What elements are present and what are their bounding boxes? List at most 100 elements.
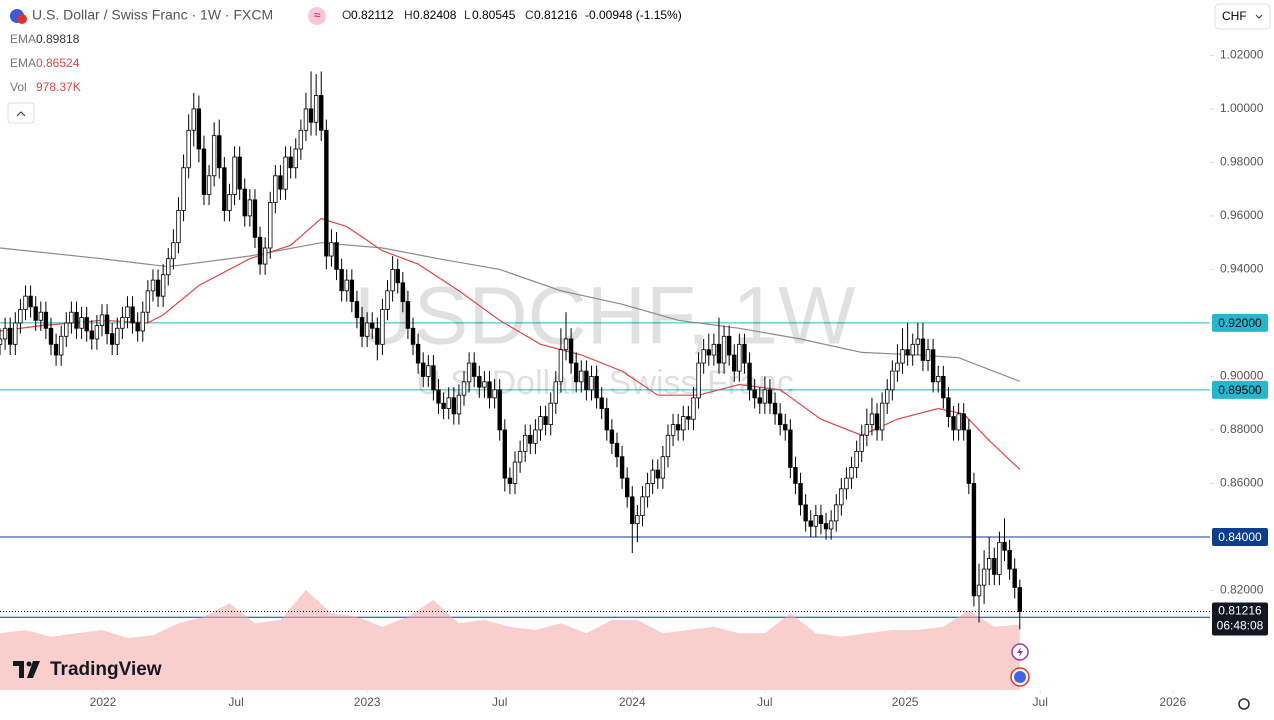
ohlc-key: O [342,8,351,22]
x-tick-label: 2023 [354,695,381,709]
countdown: 06:48:08 [1217,619,1264,633]
level-label-box [1212,380,1268,399]
candle-body [951,416,956,431]
candle-body [543,416,548,425]
collapse-button[interactable] [7,102,35,124]
level-label-box [1212,527,1268,546]
candle-body [777,413,783,425]
candle-body [89,330,94,340]
candle-body [222,167,227,211]
candle-body [742,343,747,364]
candle-body [176,210,181,244]
candle-body [1012,568,1017,588]
candle-body [1002,541,1007,551]
candle-body [288,156,293,169]
candle-body [431,365,436,391]
logo-icon [13,661,40,678]
candle-body [568,338,574,364]
candle-body [109,333,115,345]
candle-body [701,349,706,364]
candle-body [0,338,3,345]
y-tick-label: 0.94000 [1220,262,1264,276]
candle-body [472,362,477,377]
candle-body [359,317,365,337]
y-tick-label: 0.86000 [1220,476,1264,490]
candle-body [252,199,258,238]
candle-body [334,242,339,270]
candle-body [635,515,640,524]
candle-body [512,461,518,484]
candle-body [191,108,196,131]
currency-dropdown[interactable] [1214,3,1271,30]
candle-body [624,477,630,498]
candle-body [604,408,609,431]
candle-body [400,282,406,302]
candle-body [981,568,987,586]
candle-body [74,311,79,329]
candle-body [130,306,135,324]
candle-body [885,389,890,404]
candle-body [859,434,864,452]
candle-body [451,397,457,415]
compare-icon[interactable] [308,7,326,25]
candle-body [160,274,166,297]
candle-body [237,156,242,190]
y-tick-label: 0.88000 [1220,422,1264,436]
y-tick-label: 0.96000 [1220,208,1264,222]
candle-body [813,515,819,527]
candle-body [920,338,926,361]
logo-text[interactable]: TradingView [50,659,162,680]
candle-body [242,188,247,217]
candle-body [941,376,946,399]
candle-body [313,95,319,123]
y-tick-label: 1.00000 [1220,101,1264,115]
candle-body [7,327,13,345]
candle-body [874,413,880,431]
candle-body [905,349,910,356]
candle-body [915,338,921,345]
candle-body [528,434,533,444]
candle-body [278,175,283,190]
x-tick-label: 2024 [619,695,646,709]
ohlc-key: H [404,8,413,22]
event-glyph [1014,671,1026,683]
candle-body [538,416,543,431]
candle-body [757,397,762,404]
candle-body [492,389,497,399]
candle-body [232,156,237,195]
candle-body [686,416,691,420]
candle-body [716,343,722,364]
level-label: 0.89500 [1218,383,1262,397]
candle-body [415,343,421,364]
candle-body [84,317,89,332]
candle-body [410,327,416,345]
candle-body [283,156,288,190]
candle-body [385,290,390,310]
last-price-label: 0.81216 [1218,604,1262,618]
legend-value: 978.37K [36,80,81,94]
ohlc-value: 0.80545 [472,8,516,22]
x-tick-label: 2026 [1159,695,1186,709]
candle-body [879,402,885,431]
legend-value: 0.86524 [36,56,80,70]
candle-body [584,370,589,391]
candle-body [99,314,105,327]
candle-body [421,362,426,377]
candle-body [579,370,584,383]
candle-body [798,483,803,506]
candle-body [660,456,666,479]
candle-body [762,389,768,404]
symbol-title[interactable]: U.S. Dollar / Swiss Franc · 1W · FXCM [32,7,273,23]
candle-body [395,269,400,284]
candle-body [670,424,676,436]
candle-body [206,175,212,195]
legend-name: EMA [10,56,36,70]
candle-body [58,335,64,356]
candle-body [380,309,385,345]
candle-body [104,314,110,335]
candle-body [268,202,273,249]
candle-body [13,322,18,345]
candle-body [497,389,502,431]
settings-icon[interactable] [1238,698,1250,710]
x-tick-label: Jul [1033,695,1048,709]
